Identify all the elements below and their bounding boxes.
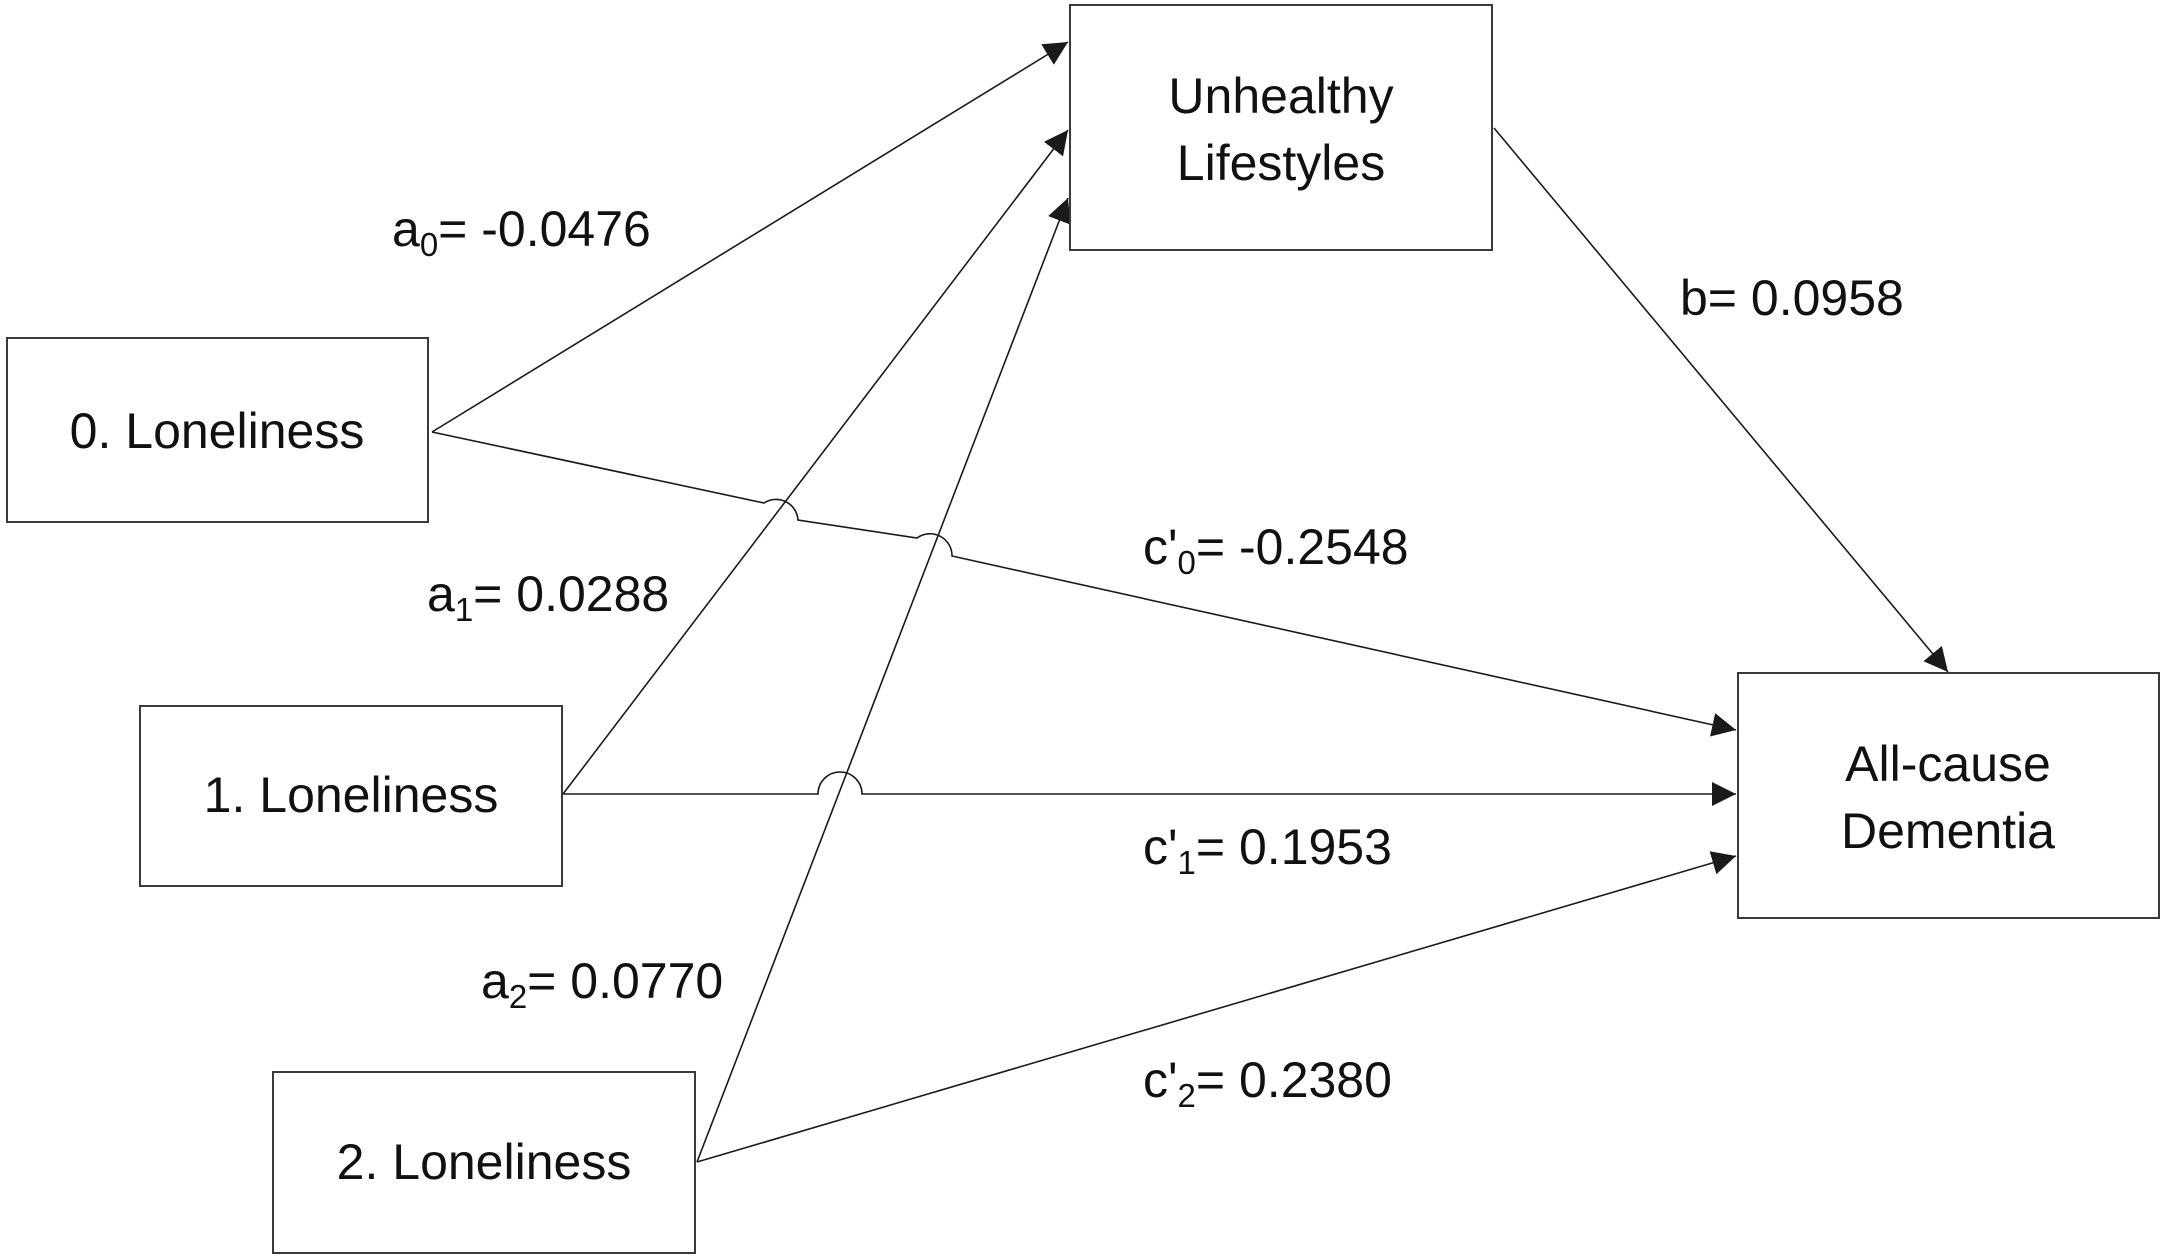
- edge-label-a2-symbol: a: [481, 953, 509, 1009]
- edge-label-a1-value: = 0.0288: [473, 566, 669, 622]
- edge-a2: [696, 197, 1071, 1163]
- edge-label-c0-symbol: c': [1143, 519, 1178, 575]
- edge-label-a2: a2= 0.0770: [481, 953, 723, 1015]
- edge-label-c1: c'1= 0.1953: [1143, 819, 1392, 881]
- node-box-dementia: [1737, 672, 2160, 919]
- edges: [431, 41, 1949, 1163]
- edge-c0: [431, 431, 1737, 737]
- node-box-loneliness-2: [272, 1071, 696, 1254]
- node-loneliness-1: 1. Loneliness: [139, 705, 563, 887]
- edge-label-c0-subscript: 0: [1178, 544, 1196, 581]
- edge-label-b: b= 0.0958: [1680, 270, 1904, 326]
- node-label-dementia-line2: Dementia: [1841, 803, 2055, 859]
- edge-c1: [563, 771, 1736, 806]
- edge-label-a0-value: = -0.0476: [438, 201, 651, 257]
- edge-label-a1-symbol: a: [427, 566, 455, 622]
- edge-label-a0-symbol: a: [392, 201, 420, 257]
- edge-label-c1-value: = 0.1953: [1196, 819, 1392, 875]
- node-box-loneliness-1: [139, 705, 563, 887]
- node-unhealthy-lifestyles: Unhealthy Lifestyles: [1069, 4, 1493, 251]
- edge-label-c2-subscript: 2: [1178, 1077, 1196, 1114]
- edge-label-c0: c'0= -0.2548: [1143, 519, 1409, 581]
- edge-label-c2-value: = 0.2380: [1196, 1052, 1392, 1108]
- node-label-loneliness-0: 0. Loneliness: [70, 403, 365, 459]
- edge-label-c1-symbol: c': [1143, 819, 1178, 875]
- edge-label-a1-subscript: 1: [455, 591, 473, 628]
- node-loneliness-2: 2. Loneliness: [272, 1071, 696, 1254]
- edge-label-a2-value: = 0.0770: [527, 953, 723, 1009]
- node-label-lifestyles-line1: Unhealthy: [1168, 68, 1393, 124]
- node-box-lifestyles: [1069, 4, 1493, 251]
- edge-a0: [431, 41, 1069, 433]
- node-box-loneliness-0: [6, 337, 429, 523]
- node-label-loneliness-1: 1. Loneliness: [204, 767, 499, 823]
- edge-label-c1-subscript: 1: [1178, 844, 1196, 881]
- node-label-lifestyles-line2: Lifestyles: [1177, 135, 1385, 191]
- edge-c2: [696, 851, 1737, 1163]
- edge-label-a0-subscript: 0: [420, 226, 438, 263]
- node-loneliness-0: 0. Loneliness: [6, 337, 429, 523]
- node-all-cause-dementia: All-cause Dementia: [1737, 672, 2160, 919]
- node-label-loneliness-2: 2. Loneliness: [337, 1134, 632, 1190]
- edge-label-c2: c'2= 0.2380: [1143, 1052, 1392, 1114]
- edge-label-a1: a1= 0.0288: [427, 566, 669, 628]
- edge-label-a0: a0= -0.0476: [392, 201, 651, 263]
- node-label-dementia-line1: All-cause: [1845, 736, 2051, 792]
- edge-label-a2-subscript: 2: [509, 978, 527, 1015]
- edge-b: [1493, 127, 1949, 673]
- edge-a1: [562, 129, 1069, 795]
- edge-label-c0-value: = -0.2548: [1196, 519, 1409, 575]
- edge-label-c2-symbol: c': [1143, 1052, 1178, 1108]
